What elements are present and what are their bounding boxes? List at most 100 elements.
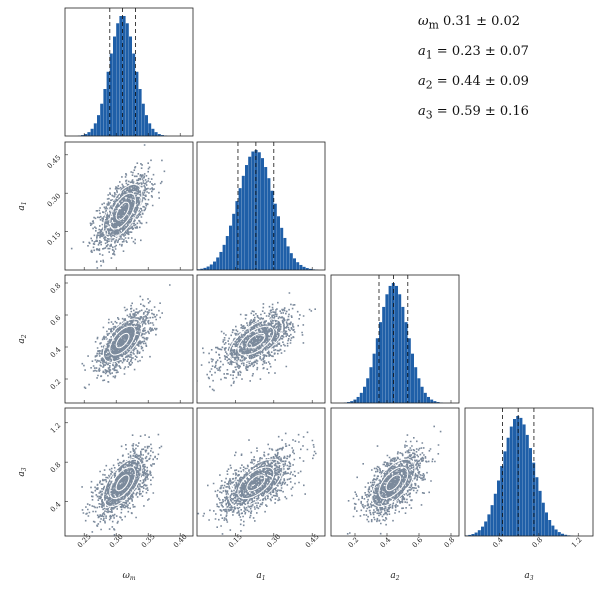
histogram-bar <box>551 525 555 536</box>
y-tick-label: 0.4 <box>49 500 63 514</box>
histogram-bar <box>141 103 145 136</box>
histogram-bar <box>289 253 293 270</box>
histogram-bar <box>417 378 421 403</box>
histogram-bar <box>423 392 427 403</box>
histogram-bar <box>385 294 389 403</box>
histogram-bar <box>238 188 242 270</box>
contour-0 <box>246 474 266 492</box>
histogram-bar <box>125 23 129 136</box>
x-tick-label: 0.4 <box>491 535 505 549</box>
histogram-bar <box>535 477 539 536</box>
histogram-bar <box>474 532 478 536</box>
histogram-bar <box>103 89 107 136</box>
histogram-bar <box>481 526 484 536</box>
histogram-bar <box>557 532 561 536</box>
histogram-bar <box>116 23 120 136</box>
histogram-bar <box>430 399 434 403</box>
summary-a2: a2 = 0.44 ± 0.09 <box>418 74 529 92</box>
panel-frame <box>464 407 594 537</box>
histogram-bar <box>283 237 287 270</box>
x-axis-label-a3: a3 <box>524 571 533 582</box>
histogram-bar <box>503 451 507 536</box>
panel-omega_m-a1: 0.15 0.30 0.45 <box>46 141 194 271</box>
histogram-bar <box>554 529 558 536</box>
y-axis-label-a3: a3 <box>17 467 28 476</box>
scatter-points <box>197 431 317 535</box>
x-tick-label: 0.8 <box>443 536 457 550</box>
histogram-bar <box>359 392 363 403</box>
histogram-bar <box>119 16 123 136</box>
histogram-bar <box>564 534 568 536</box>
contour-2 <box>371 458 416 507</box>
panel-frame <box>64 141 194 271</box>
histogram-bar <box>90 128 94 136</box>
scatter-points <box>346 425 442 535</box>
y-tick-label: 0.30 <box>46 192 63 209</box>
histogram-bar <box>216 257 220 270</box>
histogram-bar <box>270 190 274 270</box>
histogram-bar <box>398 294 402 403</box>
x-tick-label: 0.25 <box>76 533 93 550</box>
x-tick-label: 0.40 <box>172 533 189 550</box>
panel-a1-a1 <box>196 141 326 271</box>
histogram-bar <box>273 203 277 270</box>
histogram-bar <box>468 534 472 536</box>
histogram-bar <box>414 367 418 403</box>
contour-1 <box>237 325 275 356</box>
panel-a2-a3: 0.2 0.4 0.6 0.8 <box>330 407 460 550</box>
summary-a3: a3 = 0.59 ± 0.16 <box>418 104 529 122</box>
histogram-bar <box>509 426 513 536</box>
histogram-bar <box>490 505 494 536</box>
histogram-bar <box>225 236 229 270</box>
histogram-bar <box>261 158 264 270</box>
histogram-bar <box>206 266 210 270</box>
panel-a3-a3: 0.4 0.8 1.2 <box>464 407 594 550</box>
histogram-bar <box>497 480 500 536</box>
histogram-bar <box>372 353 376 403</box>
x-axis-label-omega_m: ωm <box>122 571 135 582</box>
histogram-bar <box>548 520 552 536</box>
histogram-bar <box>257 152 261 270</box>
histogram-bar <box>229 225 232 270</box>
histogram-bar <box>219 251 223 270</box>
histogram-bar <box>209 264 213 270</box>
x-axis-label-a1: a1 <box>256 571 265 582</box>
histogram-bar <box>427 396 430 403</box>
contour-0 <box>115 474 130 492</box>
contour-2 <box>102 183 143 239</box>
histogram-bar <box>293 258 296 270</box>
histogram-bar <box>222 244 226 270</box>
x-tick-label: 0.8 <box>531 536 545 550</box>
panel-frame <box>330 274 460 404</box>
histogram-bar <box>407 338 411 403</box>
histogram-bar <box>245 165 248 270</box>
histogram-bar <box>264 167 268 270</box>
summary-omega-m: ωm 0.31 ± 0.02 <box>418 14 521 32</box>
histogram-bar <box>109 53 113 136</box>
contour-1 <box>109 466 136 500</box>
panel-a2-a2 <box>330 274 460 404</box>
y-tick-label: 0.8 <box>49 282 63 296</box>
contour-0 <box>246 332 266 349</box>
y-tick-label: 0.4 <box>49 345 63 359</box>
histogram-bar <box>391 283 395 403</box>
y-tick-label: 0.8 <box>49 461 63 475</box>
histogram-bar <box>154 132 158 136</box>
histogram-bar <box>280 227 284 270</box>
histogram-bar <box>433 401 437 403</box>
histogram-bar <box>302 266 306 270</box>
panel-a1-a3: 0.15 0.30 0.45 <box>196 407 326 549</box>
x-tick-label: 1.2 <box>570 536 584 550</box>
histogram-bar <box>138 89 142 136</box>
histogram-bar <box>366 378 370 403</box>
histogram-bar <box>135 71 139 136</box>
histogram-bar <box>254 150 258 270</box>
panel-frame <box>64 274 194 404</box>
y-tick-label: 0.15 <box>46 230 63 247</box>
histogram-bar <box>350 401 354 403</box>
histogram-bar <box>561 533 564 536</box>
histogram-bar <box>506 437 510 536</box>
panel-frame <box>330 407 460 537</box>
x-tick-label: 0.2 <box>347 536 361 550</box>
histogram-bar <box>477 530 481 536</box>
